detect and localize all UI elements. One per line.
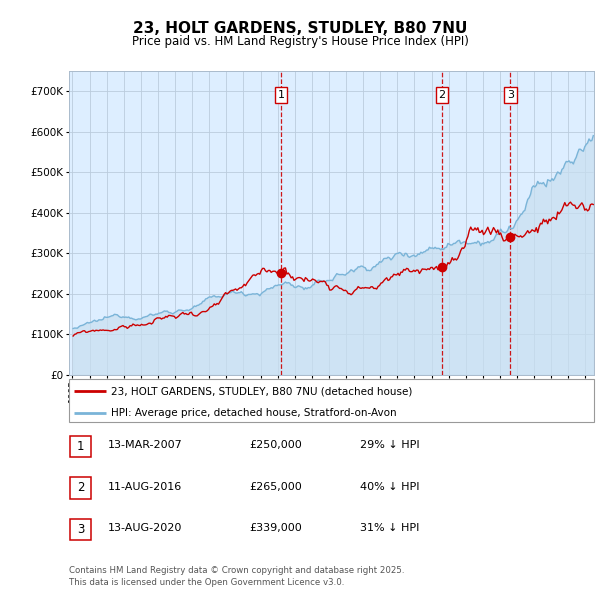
Text: Price paid vs. HM Land Registry's House Price Index (HPI): Price paid vs. HM Land Registry's House … bbox=[131, 35, 469, 48]
Text: 29% ↓ HPI: 29% ↓ HPI bbox=[360, 441, 419, 450]
Text: 13-MAR-2007: 13-MAR-2007 bbox=[108, 441, 183, 450]
Text: HPI: Average price, detached house, Stratford-on-Avon: HPI: Average price, detached house, Stra… bbox=[111, 408, 397, 418]
Text: £265,000: £265,000 bbox=[249, 482, 302, 491]
Text: 1: 1 bbox=[277, 90, 284, 100]
Text: 23, HOLT GARDENS, STUDLEY, B80 7NU (detached house): 23, HOLT GARDENS, STUDLEY, B80 7NU (deta… bbox=[111, 386, 412, 396]
Text: 1: 1 bbox=[77, 440, 84, 453]
Text: £250,000: £250,000 bbox=[249, 441, 302, 450]
Text: 23, HOLT GARDENS, STUDLEY, B80 7NU: 23, HOLT GARDENS, STUDLEY, B80 7NU bbox=[133, 21, 467, 35]
Text: 31% ↓ HPI: 31% ↓ HPI bbox=[360, 523, 419, 533]
Text: 2: 2 bbox=[439, 90, 446, 100]
Text: Contains HM Land Registry data © Crown copyright and database right 2025.
This d: Contains HM Land Registry data © Crown c… bbox=[69, 566, 404, 587]
Text: 3: 3 bbox=[77, 523, 84, 536]
Text: 11-AUG-2016: 11-AUG-2016 bbox=[108, 482, 182, 491]
Text: 2: 2 bbox=[77, 481, 84, 494]
Text: 3: 3 bbox=[507, 90, 514, 100]
Text: £339,000: £339,000 bbox=[249, 523, 302, 533]
Text: 40% ↓ HPI: 40% ↓ HPI bbox=[360, 482, 419, 491]
Text: 13-AUG-2020: 13-AUG-2020 bbox=[108, 523, 182, 533]
